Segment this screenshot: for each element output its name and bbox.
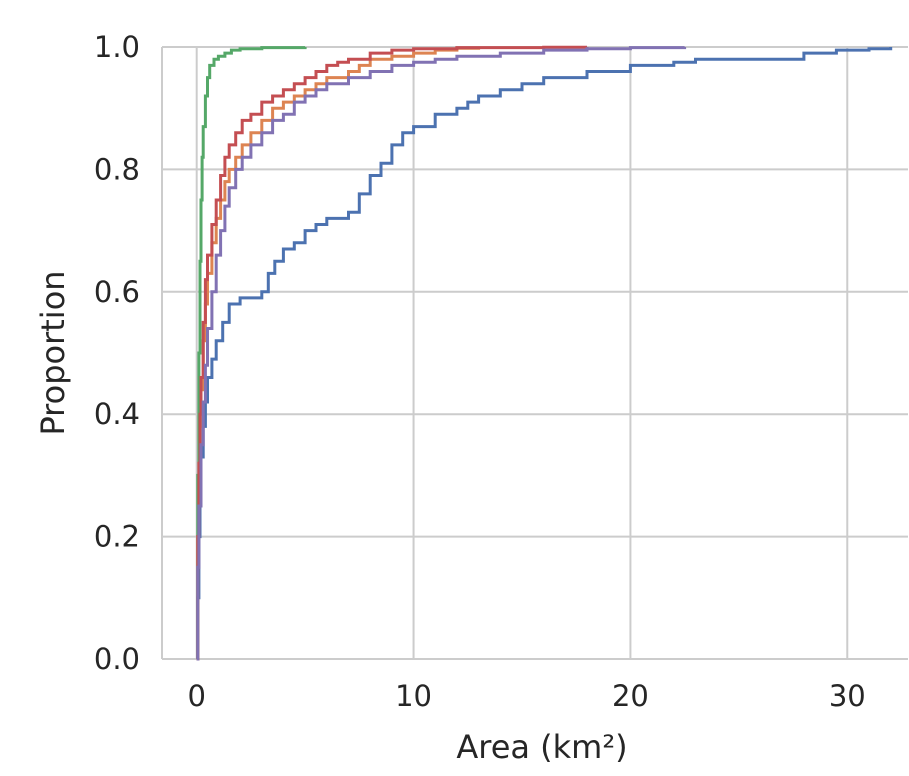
x-axis-title: Area (km²) [456,728,627,766]
x-tick-labels: 0 10 20 30 [187,679,865,713]
x-tick-label: 0 [187,679,205,713]
y-tick-label: 0.4 [94,397,140,431]
y-axis-title: Proportion [34,270,72,435]
x-tick-label: 30 [829,679,866,713]
series-line-5 [196,46,687,661]
y-tick-label: 0.2 [94,520,140,554]
x-tick-label: 10 [395,679,432,713]
y-tick-labels: 0.0 0.2 0.4 0.6 0.8 1.0 [94,30,140,676]
series-group [196,45,893,661]
series-line-1 [196,47,893,661]
y-tick-label: 0.6 [94,275,140,309]
series-line-2 [196,46,481,661]
series-line-3 [196,46,307,661]
y-tick-label: 0.8 [94,152,140,186]
axis-spines [161,47,908,660]
series-line-4 [196,45,589,661]
x-tick-label: 20 [612,679,649,713]
y-tick-label: 0.0 [94,642,140,676]
y-tick-label: 1.0 [94,30,140,64]
grid [162,46,908,660]
